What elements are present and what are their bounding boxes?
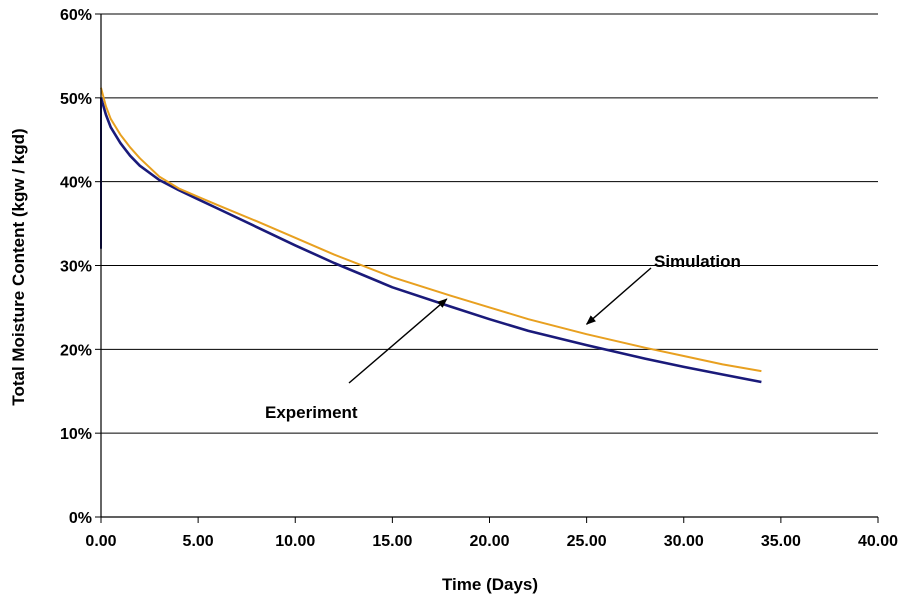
annotation-experiment: Experiment: [265, 403, 358, 422]
x-tick-label: 10.00: [275, 533, 315, 550]
x-tick-label: 20.00: [469, 533, 509, 550]
y-tick-label: 40%: [60, 175, 92, 192]
x-tick-label: 0.00: [85, 533, 116, 550]
x-tick-label: 5.00: [183, 533, 214, 550]
y-tick-label: 0%: [69, 510, 92, 527]
y-tick-label: 20%: [60, 342, 92, 359]
x-axis-title: Time (Days): [442, 575, 538, 594]
series-line-experiment: [99, 97, 762, 384]
annotation-simulation: Simulation: [654, 252, 741, 271]
y-tick-label: 50%: [60, 91, 92, 108]
y-axis-title: Total Moisture Content (kgw / kgd): [9, 128, 28, 405]
x-tick-label: 40.00: [858, 533, 898, 550]
y-tick-label: 60%: [60, 7, 92, 24]
annotations: Simulation Experiment: [265, 252, 741, 422]
series-lines: [99, 87, 762, 384]
x-tick-label: 25.00: [567, 533, 607, 550]
series-line-simulation: [100, 87, 762, 373]
annotation-arrow-simulation: [585, 267, 652, 325]
y-axis-ticks: 0% 10% 20% 30% 40% 50% 60%: [60, 7, 101, 527]
x-axis-ticks: 0.00 5.00 10.00 15.00 20.00 25.00 30.00 35.00 40…: [85, 517, 898, 550]
x-tick-label: 15.00: [372, 533, 412, 550]
gridlines: [101, 13, 878, 434]
y-tick-label: 30%: [60, 259, 92, 276]
x-tick-label: 30.00: [664, 533, 704, 550]
y-tick-label: 10%: [60, 426, 92, 443]
annotation-arrow-experiment: [348, 298, 448, 384]
x-tick-label: 35.00: [761, 533, 801, 550]
